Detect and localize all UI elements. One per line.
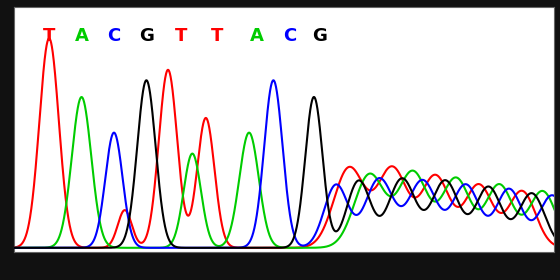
Text: T: T [211, 27, 223, 45]
Text: A: A [74, 27, 88, 45]
Text: C: C [283, 27, 296, 45]
Text: T: T [43, 27, 55, 45]
Text: T: T [175, 27, 188, 45]
Text: A: A [250, 27, 264, 45]
Text: G: G [139, 27, 154, 45]
Text: C: C [108, 27, 120, 45]
Text: G: G [312, 27, 327, 45]
